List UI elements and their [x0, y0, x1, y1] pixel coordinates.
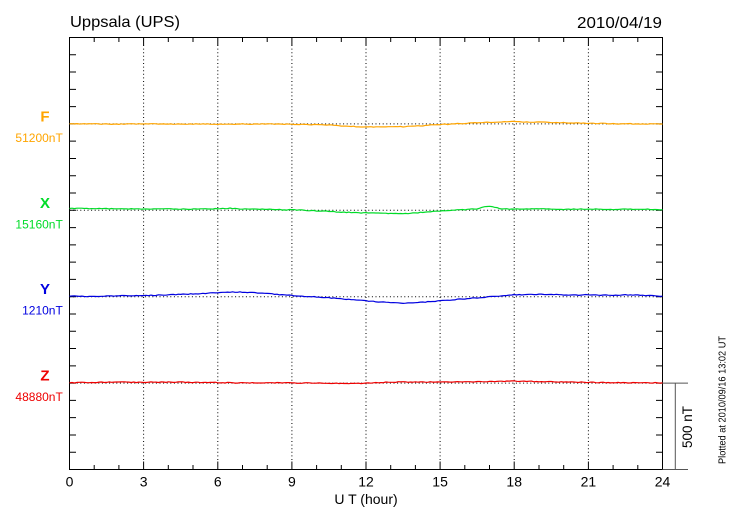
svg-text:X: X: [40, 195, 50, 212]
svg-text:21: 21: [581, 474, 597, 490]
svg-text:6: 6: [214, 474, 222, 490]
svg-text:Plotted at 2010/09/16 13:02 UT: Plotted at 2010/09/16 13:02 UT: [718, 336, 729, 464]
svg-text:9: 9: [288, 474, 296, 490]
svg-text:48880nT: 48880nT: [15, 390, 63, 404]
svg-text:15: 15: [432, 474, 448, 490]
svg-text:12: 12: [358, 474, 374, 490]
svg-text:24: 24: [655, 474, 671, 490]
svg-text:Y: Y: [40, 281, 50, 298]
svg-text:Z: Z: [40, 368, 49, 385]
svg-text:0: 0: [66, 474, 74, 490]
svg-text:15160nT: 15160nT: [15, 217, 63, 231]
svg-text:3: 3: [140, 474, 148, 490]
svg-text:F: F: [40, 108, 49, 125]
svg-text:2010/04/19: 2010/04/19: [577, 15, 662, 32]
svg-text:1210nT: 1210nT: [22, 304, 63, 318]
svg-text:18: 18: [506, 474, 522, 490]
svg-text:51200nT: 51200nT: [15, 131, 63, 145]
svg-text:500 nT: 500 nT: [680, 406, 695, 448]
svg-text:Uppsala (UPS): Uppsala (UPS): [70, 14, 180, 31]
svg-text:U T (hour): U T (hour): [334, 491, 397, 507]
